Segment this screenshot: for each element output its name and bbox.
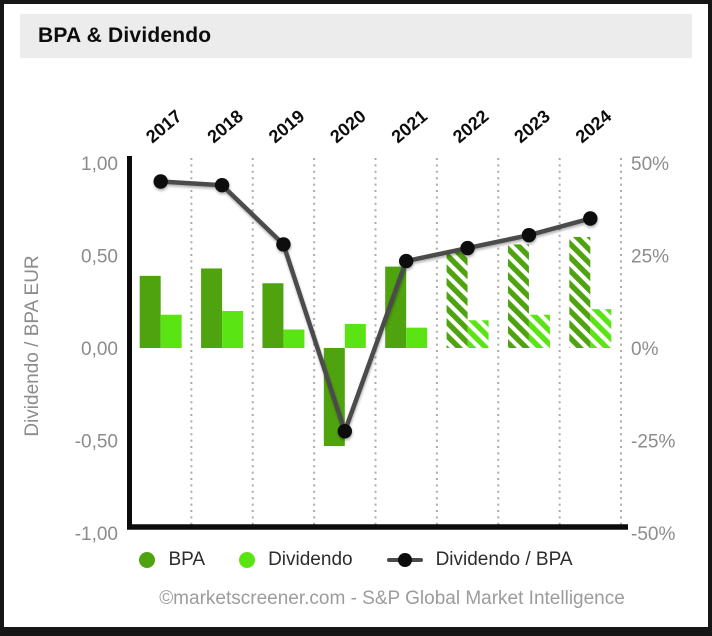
ratio-point-2022[interactable]: [460, 240, 475, 256]
year-label: 2024: [572, 106, 616, 147]
ratio-line-swatch-icon: [386, 553, 423, 567]
right-tick-label: 50%: [631, 154, 669, 175]
legend-item-bpa[interactable]: BPA: [139, 549, 205, 571]
chart-title: BPA & Dividendo: [38, 24, 212, 47]
bar-dividendo-2022[interactable]: [467, 320, 489, 348]
ratio-point-2017[interactable]: [153, 174, 168, 189]
legend-item-dividendo[interactable]: Dividendo: [239, 549, 353, 571]
attribution-text: ©marketscreener.com - S&P Global Market …: [159, 588, 625, 609]
year-label: 2018: [203, 106, 247, 147]
dividendo-swatch-icon: [239, 552, 256, 568]
ratio-point-2018[interactable]: [214, 178, 230, 193]
legend-label-bpa: BPA: [168, 549, 206, 570]
bar-bpa-2017[interactable]: [139, 275, 161, 348]
year-label: 2019: [265, 106, 309, 147]
bar-bpa-2019[interactable]: [262, 283, 284, 348]
legend-label-ratio: Dividendo / BPA: [435, 549, 573, 570]
year-label: 2017: [142, 106, 186, 147]
left-axis-title: Dividendo / BPA EUR: [22, 255, 43, 436]
bar-dividendo-2023[interactable]: [528, 314, 550, 348]
bar-dividendo-2018[interactable]: [222, 311, 244, 348]
bar-bpa-2018[interactable]: [201, 268, 223, 348]
ratio-point-2024[interactable]: [583, 211, 598, 226]
chart-title-bar: BPA & Dividendo: [20, 14, 692, 58]
ratio-point-2021[interactable]: [398, 253, 414, 269]
chart-legend: BPA Dividendo Dividendo / BPA: [4, 549, 708, 571]
bar-dividendo-2019[interactable]: [283, 329, 305, 349]
left-tick-label: 1,00: [81, 154, 118, 175]
bar-bpa-2023[interactable]: [507, 244, 529, 348]
ratio-point-2020[interactable]: [337, 424, 353, 439]
year-label: 2021: [388, 106, 432, 147]
left-tick-label: -0,50: [75, 432, 118, 453]
bar-dividendo-2020[interactable]: [344, 323, 366, 348]
bar-bpa-2021[interactable]: [385, 266, 407, 348]
left-tick-label: 0,00: [81, 339, 118, 360]
bar-dividendo-2024[interactable]: [590, 309, 612, 348]
year-label: 2022: [449, 106, 493, 147]
ratio-point-2019[interactable]: [276, 237, 291, 252]
bar-bpa-2022[interactable]: [446, 251, 468, 348]
right-tick-label: 25%: [631, 247, 669, 268]
year-label: 2020: [326, 106, 370, 147]
bar-dividendo-2017[interactable]: [160, 314, 182, 348]
year-label: 2023: [510, 106, 554, 147]
bpa-swatch-icon: [139, 552, 156, 568]
right-tick-label: -25%: [631, 432, 675, 453]
left-tick-label: -1,00: [75, 524, 118, 545]
bar-bpa-2024[interactable]: [569, 237, 591, 348]
right-tick-label: -50%: [631, 524, 675, 545]
ratio-point-2023[interactable]: [521, 227, 537, 243]
legend-label-dividendo: Dividendo: [268, 549, 353, 570]
legend-item-ratio[interactable]: Dividendo / BPA: [386, 549, 573, 571]
right-tick-label: 0%: [631, 339, 659, 360]
ratio-line: [160, 179, 591, 434]
bar-dividendo-2021[interactable]: [406, 327, 428, 348]
chart-canvas: 2017 2018 2019 2020 2021 2022 2023 2024 1,00 0,50…: [22, 106, 675, 545]
left-tick-label: 0,50: [81, 247, 118, 268]
